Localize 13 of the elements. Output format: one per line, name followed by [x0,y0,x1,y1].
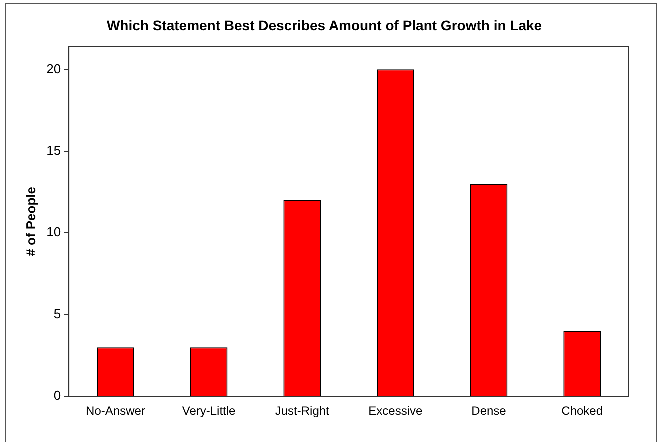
y-tick-label: 15 [46,142,62,158]
x-tick-label: Excessive [368,404,424,418]
x-tick-label: Dense [472,404,507,418]
chart-title: Which Statement Best Describes Amount of Plant Growth in Lake [106,17,542,34]
x-tick-label: Just-Right [275,404,330,418]
y-tick-label: 10 [46,224,62,240]
y-tick-label: 0 [54,388,62,404]
y-axis-title: # of People [23,187,38,256]
y-tick-label: 5 [54,306,62,322]
x-tick-label: No-Answer [86,404,146,418]
x-tick-label: Very-Little [182,404,236,418]
x-tick-label: Choked [562,404,604,418]
y-tick-label: 20 [46,61,62,76]
